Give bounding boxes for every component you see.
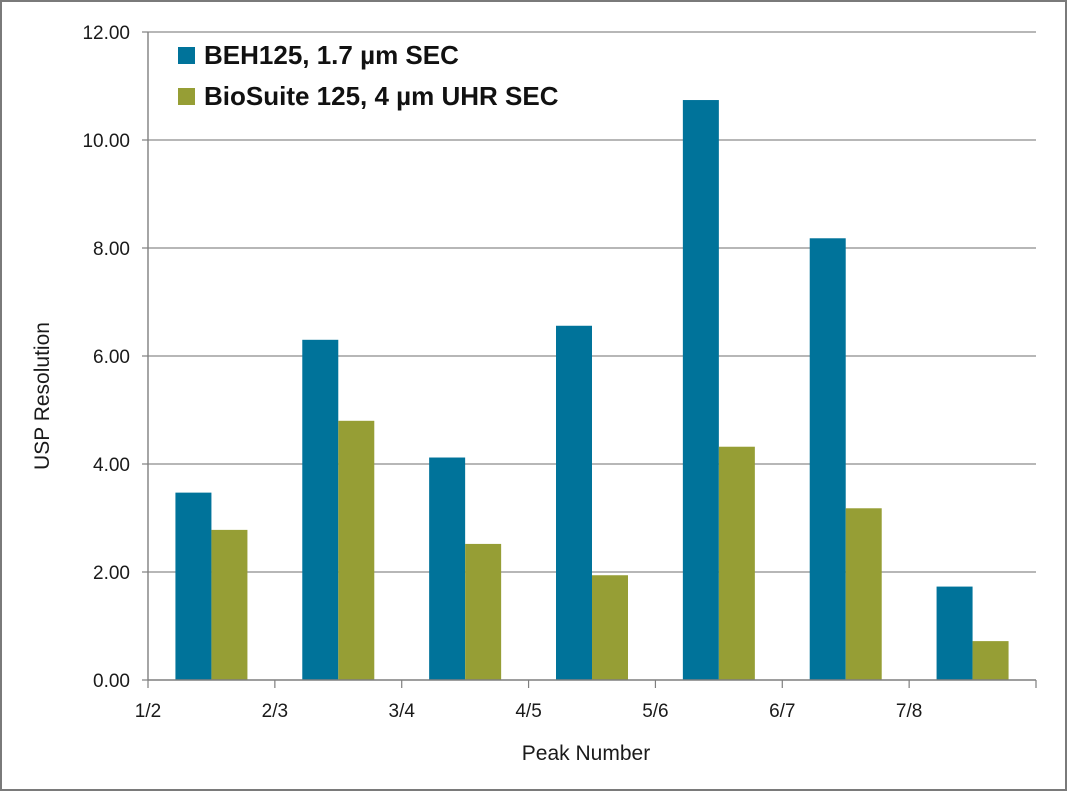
y-tick-label: 4.00 (93, 455, 130, 476)
x-tick-label: 3/4 (389, 701, 416, 722)
axes (142, 31, 1037, 688)
bar-series1-7-8 (972, 641, 1009, 680)
legend-swatch-biosuite125 (178, 88, 195, 105)
y-tick-label: 12.00 (82, 23, 130, 44)
bar-series0-5-6 (682, 100, 719, 681)
x-tick-label: 7/8 (896, 701, 922, 722)
bar-series0-1-2 (175, 492, 212, 680)
bar-series1-6-7 (845, 508, 882, 680)
bar-series0-6-7 (809, 238, 846, 680)
x-tick-label: 2/3 (262, 701, 288, 722)
y-tick-label: 2.00 (93, 563, 130, 584)
y-tick-label: 0.00 (93, 671, 130, 692)
legend: BEH125, 1.7 µm SEC BioSuite 125, 4 µm UH… (178, 40, 559, 111)
y-axis-title: USP Resolution (31, 322, 54, 470)
bar-series0-3-4 (429, 457, 466, 680)
legend-label-beh125: BEH125, 1.7 µm SEC (204, 40, 459, 70)
bar-series1-5-6 (718, 446, 755, 680)
tick-labels: 0.00 2.00 4.00 6.00 8.00 10.00 12.00 1/2 2/3 3/4 4… (82, 23, 922, 722)
x-tick-label: 5/6 (642, 701, 668, 722)
y-tick-label: 6.00 (93, 347, 130, 368)
x-tick-label: 6/7 (769, 701, 795, 722)
bar-series1-4-5 (592, 575, 628, 680)
x-axis-title: Peak Number (522, 742, 650, 765)
bar-series0-4-5 (556, 325, 592, 680)
x-tick-label: 1/2 (135, 701, 161, 722)
legend-swatch-beh125 (178, 47, 195, 64)
bar-series0-7-8 (936, 586, 973, 680)
legend-label-biosuite125: BioSuite 125, 4 µm UHR SEC (204, 81, 559, 111)
y-tick-label: 8.00 (93, 239, 130, 260)
bar-series1-1-2 (211, 529, 248, 680)
bar-series1-3-4 (465, 543, 502, 680)
x-tick-label: 4/5 (515, 701, 541, 722)
y-tick-label: 10.00 (82, 131, 130, 152)
bar-series0-2-3 (302, 339, 339, 680)
bars (175, 100, 1009, 681)
bar-series1-2-3 (338, 420, 375, 680)
